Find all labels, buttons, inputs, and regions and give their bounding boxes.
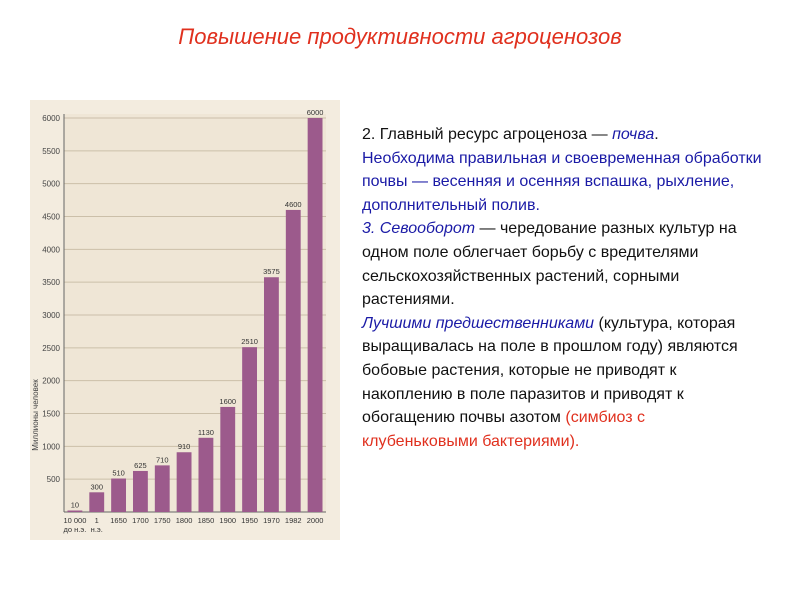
y-tick-label: 500: [47, 475, 61, 484]
x-tick-label: 1800: [176, 516, 193, 525]
x-tick-label: 1970: [263, 516, 280, 525]
symbiosis-note: (симбиоз с клубеньковыми бактериями).: [362, 409, 646, 450]
predecessors-term: Лучшими предшественниками: [362, 314, 595, 332]
y-tick-label: 4500: [42, 213, 60, 222]
soil-lead-text: 2. Главный ресурс агроценоза —: [362, 126, 613, 143]
x-tick-label: 10 000 до н.э.: [63, 516, 86, 534]
predecessors-text: (культура, которая выращивалась на поле …: [362, 314, 738, 427]
x-tick-label: 1 н.э.: [91, 516, 103, 534]
crop-rotation-term: 3. Севооборот: [362, 220, 476, 238]
paragraph-predecessors: Лучшими предшественниками (культура, кот…: [362, 312, 762, 454]
bar-value-label: 4600: [285, 200, 302, 209]
y-tick-label: 1000: [42, 442, 60, 451]
y-tick-label: 2500: [42, 344, 60, 353]
bar: [132, 470, 148, 512]
bar-value-label: 1600: [219, 397, 236, 406]
paragraph-tillage: Необходима правильная и своевременная об…: [362, 149, 762, 214]
x-tick-label: 1750: [154, 516, 171, 525]
bar: [67, 510, 83, 512]
soil-period: .: [654, 126, 659, 143]
y-tick-label: 4000: [42, 245, 60, 254]
bar-value-label: 710: [156, 455, 169, 464]
text-block: 2. Главный ресурс агроценоза — почва. Не…: [362, 123, 762, 453]
bar: [242, 347, 258, 512]
y-tick-label: 6000: [42, 114, 60, 123]
x-tick-label: 1850: [198, 516, 215, 525]
x-tick-label: 1900: [219, 516, 236, 525]
x-tick-label: 1650: [110, 516, 127, 525]
bar: [285, 209, 301, 512]
bar-value-label: 910: [178, 442, 191, 451]
population-bar-chart: 500 1000 1500 2000 2500 3000 3500 4000 4500 5000 5…: [31, 108, 326, 534]
x-tick-label: 1950: [241, 516, 258, 525]
paragraph-crop-rotation: 3. Севооборот — чередование разных культ…: [362, 217, 762, 311]
bar: [263, 277, 279, 512]
bar: [198, 437, 214, 512]
bar-value-label: 3575: [263, 267, 280, 276]
bar: [89, 492, 105, 512]
x-tick-label: 2000: [307, 516, 324, 525]
y-tick-label: 3500: [42, 278, 60, 287]
y-tick-label: 5500: [42, 147, 60, 156]
soil-term: почва: [612, 126, 655, 143]
bar: [176, 452, 192, 512]
y-tick-label: 3000: [42, 311, 60, 320]
bar: [154, 465, 170, 512]
bar-value-label: 10: [71, 501, 79, 510]
y-axis-label: Миллионы человек: [31, 379, 40, 451]
bar-value-label: 1130: [198, 428, 214, 437]
bar-value-label: 300: [90, 482, 103, 491]
bar-value-label: 625: [134, 461, 147, 470]
bar: [111, 478, 127, 512]
bar-value-label: 510: [112, 469, 125, 478]
y-tick-label: 2000: [42, 377, 60, 386]
x-tick-label: 1982: [285, 516, 302, 525]
plot-area: [64, 114, 326, 512]
y-tick-label: 5000: [42, 180, 60, 189]
population-chart: 500 1000 1500 2000 2500 3000 3500 4000 4500 5000 5…: [30, 100, 340, 540]
y-tick-label: 1500: [42, 410, 60, 419]
paragraph-soil: 2. Главный ресурс агроценоза — почва.: [362, 123, 762, 147]
bar: [307, 118, 323, 512]
slide-title: Повышение продуктивности агроценозов: [178, 24, 622, 49]
bar: [220, 406, 236, 512]
x-tick-label: 1700: [132, 516, 149, 525]
bar-value-label: 6000: [307, 108, 324, 117]
bar-value-label: 2510: [241, 337, 258, 346]
crop-rotation-text: — чередование разных культур на одном по…: [362, 220, 737, 309]
